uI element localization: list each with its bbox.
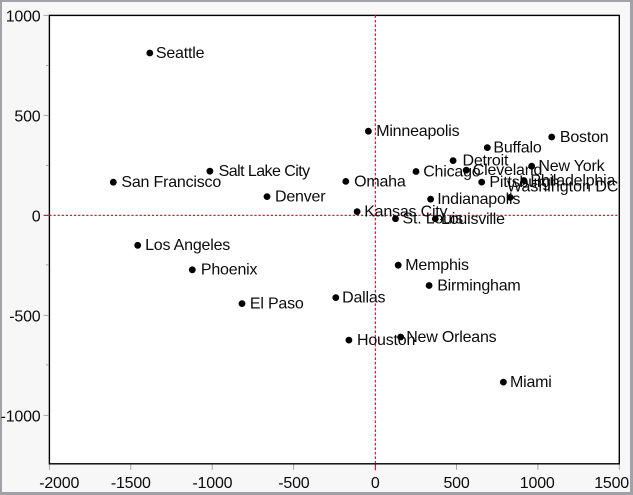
svg-text:Denver: Denver bbox=[275, 189, 326, 206]
svg-text:Chicago: Chicago bbox=[423, 163, 481, 180]
svg-text:Buffalo: Buffalo bbox=[493, 140, 541, 157]
svg-text:Seattle: Seattle bbox=[156, 45, 205, 62]
svg-text:San Francisco: San Francisco bbox=[121, 174, 221, 191]
svg-text:-500: -500 bbox=[9, 308, 41, 325]
svg-text:Salt Lake City: Salt Lake City bbox=[219, 163, 311, 180]
svg-text:-2000: -2000 bbox=[39, 475, 79, 492]
svg-text:1000: 1000 bbox=[520, 475, 555, 492]
svg-text:New York: New York bbox=[538, 158, 605, 175]
svg-text:-1000: -1000 bbox=[192, 475, 232, 492]
svg-text:Washington DC: Washington DC bbox=[507, 179, 618, 196]
svg-text:1500: 1500 bbox=[594, 475, 629, 492]
svg-text:Omaha: Omaha bbox=[354, 173, 406, 190]
svg-text:Dallas: Dallas bbox=[342, 290, 385, 307]
svg-text:500: 500 bbox=[443, 475, 469, 492]
svg-text:500: 500 bbox=[14, 108, 40, 125]
svg-text:Louisville: Louisville bbox=[441, 211, 505, 228]
svg-text:Boston: Boston bbox=[560, 129, 609, 146]
svg-text:Kansas City: Kansas City bbox=[364, 204, 447, 221]
svg-text:Birmingham: Birmingham bbox=[437, 277, 520, 294]
svg-text:Minneapolis: Minneapolis bbox=[376, 123, 459, 140]
svg-text:1000: 1000 bbox=[6, 8, 41, 25]
svg-text:0: 0 bbox=[32, 208, 41, 225]
svg-text:El Paso: El Paso bbox=[250, 296, 304, 313]
svg-text:-1500: -1500 bbox=[111, 475, 151, 492]
svg-text:Phoenix: Phoenix bbox=[201, 262, 258, 279]
svg-text:-1000: -1000 bbox=[1, 408, 41, 425]
svg-text:Detroit: Detroit bbox=[463, 153, 509, 170]
svg-text:-500: -500 bbox=[278, 475, 310, 492]
svg-text:Miami: Miami bbox=[510, 374, 552, 391]
svg-text:Indianapolis: Indianapolis bbox=[437, 191, 520, 208]
svg-text:Los Angeles: Los Angeles bbox=[145, 237, 230, 254]
svg-text:Philadelphia: Philadelphia bbox=[530, 172, 615, 189]
svg-text:New Orleans: New Orleans bbox=[406, 329, 496, 346]
svg-text:Memphis: Memphis bbox=[405, 257, 469, 274]
svg-text:Cleveland: Cleveland bbox=[473, 162, 542, 179]
svg-text:0: 0 bbox=[371, 475, 380, 492]
